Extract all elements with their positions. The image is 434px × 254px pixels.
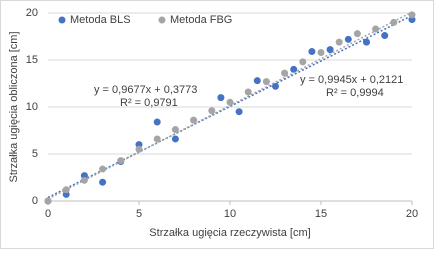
data-point (317, 48, 325, 56)
x-axis-label: Strzałka ugięcia rzeczywista [cm] (149, 227, 310, 239)
data-point (99, 178, 107, 186)
data-point (62, 186, 70, 194)
trend-equation: y = 0,9677x + 0,3773 (94, 84, 197, 96)
data-point (235, 108, 243, 116)
data-point (381, 32, 389, 40)
x-tick-label: 5 (136, 208, 142, 220)
data-point (153, 118, 161, 126)
x-tick-label: 10 (224, 208, 236, 220)
data-point (44, 197, 52, 205)
data-point (171, 126, 179, 134)
data-point (190, 116, 198, 124)
y-tick-label: 0 (32, 195, 38, 207)
data-point (372, 25, 380, 33)
data-point (326, 46, 334, 54)
data-point (80, 176, 88, 184)
data-point (308, 48, 316, 56)
data-point (262, 78, 270, 86)
legend-label: Metoda FBG (170, 14, 232, 26)
data-point (408, 11, 416, 19)
trend-equation: y = 0,9945x + 0,2121 (300, 74, 403, 86)
y-tick-label: 15 (26, 54, 38, 66)
y-tick-label: 20 (26, 7, 38, 19)
data-point (171, 135, 179, 143)
data-point (281, 69, 289, 77)
trend-r2: R² = 0,9791 (120, 97, 178, 109)
data-point (344, 35, 352, 43)
data-point (226, 98, 234, 106)
data-point (253, 77, 261, 85)
data-point (290, 65, 298, 73)
data-point (208, 107, 216, 115)
data-point (99, 165, 107, 173)
y-tick-label: 10 (26, 101, 38, 113)
data-point (272, 82, 279, 90)
data-point (217, 94, 225, 102)
data-point (299, 58, 307, 66)
legend-marker (58, 16, 66, 24)
data-point (153, 135, 161, 143)
data-point (363, 38, 370, 46)
data-point (335, 38, 343, 46)
y-axis-label: Strzałka ugięcia obliczona [cm] (8, 31, 20, 182)
trend-r2: R² = 0,9994 (326, 87, 384, 99)
x-tick-label: 15 (315, 208, 327, 220)
data-point (244, 88, 252, 96)
x-tick-label: 0 (45, 208, 51, 220)
y-tick-label: 5 (32, 148, 38, 160)
legend-marker (158, 16, 166, 24)
data-point (117, 157, 125, 165)
x-tick-label: 20 (406, 208, 418, 220)
data-point (353, 30, 361, 38)
legend-label: Metoda BLS (70, 14, 131, 26)
data-point (135, 145, 143, 153)
data-point (390, 18, 398, 26)
